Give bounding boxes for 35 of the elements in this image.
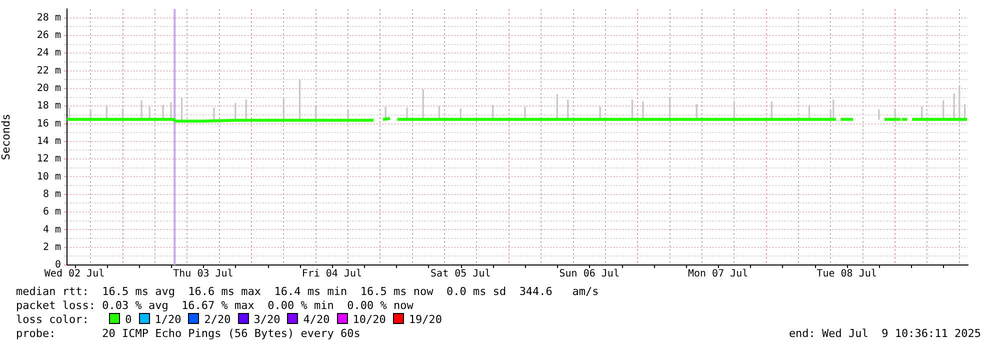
y-tick-label: 4 m bbox=[42, 224, 61, 236]
y-tick-label: 22 m bbox=[36, 65, 61, 76]
y-tick-label: 20 m bbox=[36, 83, 61, 94]
y-tick-label: 26 m bbox=[36, 30, 61, 42]
text: end: Wed Jul 9 10:36:11 2025 bbox=[788, 327, 981, 340]
text: packet loss: 0.03 % avg 16.67 % max 0.00 % min 0.00 % now bbox=[16, 299, 414, 312]
text: median rtt: 16.5 ms avg 16.6 ms max 16.4 ms min 16.5 ms now 0.0 ms sd 344.6 am/s bbox=[16, 285, 599, 298]
x-tick-label: Mon 07 Jul bbox=[688, 268, 748, 280]
y-tick-label: 6 m bbox=[42, 206, 61, 218]
y-tick-label: 18 m bbox=[36, 100, 61, 112]
legend-label: 4/20 bbox=[302, 313, 330, 326]
legend-label: 10/20 bbox=[352, 313, 386, 326]
y-axis-title: Seconds bbox=[0, 114, 12, 160]
x-tick-label: Sun 06 Jul bbox=[559, 268, 620, 280]
legend-title: loss color: bbox=[16, 313, 90, 326]
y-tick-label: 24 m bbox=[36, 48, 61, 59]
y-tick-label: 8 m bbox=[42, 188, 61, 200]
x-tick-label: Wed 02 Jul bbox=[44, 268, 105, 280]
x-tick-label: Fri 04 Jul bbox=[302, 268, 362, 280]
legend-label: 3/20 bbox=[252, 313, 280, 326]
y-tick-label: 10 m bbox=[36, 171, 61, 182]
x-tick-label: Thu 03 Jul bbox=[173, 268, 234, 280]
x-tick-label: Sat 05 Jul bbox=[430, 268, 491, 280]
y-tick-label: 16 m bbox=[36, 118, 61, 130]
legend-label: 19/20 bbox=[408, 313, 442, 326]
legend-label: 1/20 bbox=[154, 313, 182, 326]
y-tick-label: 2 m bbox=[42, 242, 61, 253]
legend-label: 0 bbox=[124, 313, 132, 326]
y-tick-label: 28 m bbox=[36, 12, 61, 24]
y-tick-label: 0 bbox=[54, 260, 61, 271]
text: probe: 20 ICMP Echo Pings (56 Bytes) every 60s bbox=[16, 327, 360, 340]
y-tick-label: 12 m bbox=[36, 154, 61, 165]
legend-label: 2/20 bbox=[203, 313, 231, 326]
y-tick-label: 14 m bbox=[36, 136, 61, 148]
x-tick-label: Tue 08 Jul bbox=[816, 268, 877, 280]
